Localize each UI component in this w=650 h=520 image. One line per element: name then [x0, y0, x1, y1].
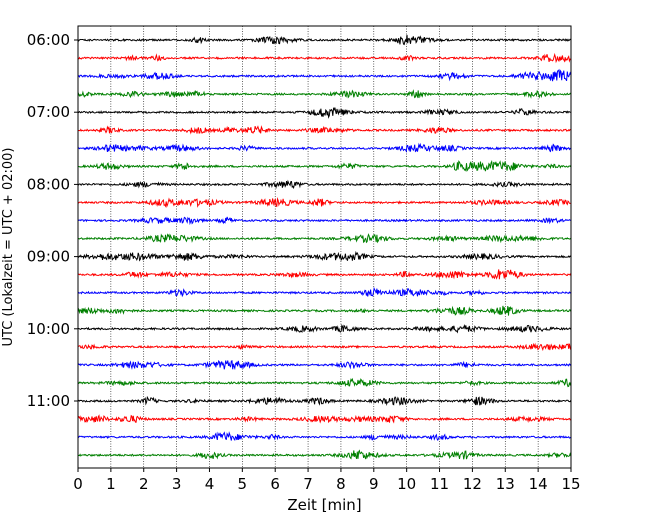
x-tick-label: 10	[397, 475, 416, 493]
x-tick-label: 6	[270, 475, 280, 493]
trace-11-15	[77, 414, 572, 424]
trace-08-15	[77, 197, 571, 208]
trace-06-15	[77, 52, 572, 64]
x-tick-label: 1	[106, 475, 116, 493]
x-tick-label: 3	[172, 475, 182, 493]
x-tick-label: 4	[205, 475, 215, 493]
y-tick-label: 07:00	[27, 103, 70, 121]
x-tick-label: 0	[73, 475, 83, 493]
trace-06-00	[77, 34, 572, 46]
trace-07-30	[77, 142, 572, 153]
x-tick-label: 15	[561, 475, 580, 493]
trace-08-00	[77, 179, 572, 190]
trace-08-45	[77, 233, 572, 244]
x-tick-label: 8	[336, 475, 346, 493]
trace-07-45	[77, 159, 572, 172]
y-tick-label: 06:00	[27, 31, 70, 49]
trace-11-00	[77, 395, 572, 407]
trace-10-15	[77, 342, 572, 352]
x-tick-label: 13	[496, 475, 515, 493]
trace-11-30	[77, 431, 572, 442]
y-tick-label: 11:00	[27, 392, 70, 410]
plot-frame	[77, 25, 572, 469]
trace-07-00	[77, 106, 571, 119]
x-tick-label: 2	[139, 475, 149, 493]
trace-11-45	[77, 449, 572, 460]
x-tick-label: 14	[529, 475, 548, 493]
x-axis-label: Zeit [min]	[287, 496, 361, 514]
y-tick-label: 08:00	[27, 175, 70, 193]
trace-09-30	[77, 286, 572, 298]
trace-09-00	[77, 250, 572, 262]
trace-08-30	[77, 216, 571, 226]
x-tick-label: 11	[430, 475, 449, 493]
trace-09-45	[77, 305, 572, 316]
x-tick-label: 7	[303, 475, 313, 493]
y-axis: 06:00 07:00 08:00 09:00 10:00 11:00	[27, 31, 78, 410]
trace-rows	[77, 34, 572, 460]
trace-06-45	[77, 89, 572, 99]
x-grid	[110, 26, 539, 468]
x-tick-label: 9	[369, 475, 379, 493]
trace-09-15	[77, 269, 572, 280]
y-tick-label: 10:00	[27, 320, 70, 338]
trace-10-45	[77, 377, 572, 388]
trace-10-30	[77, 359, 572, 371]
y-tick-label: 09:00	[27, 248, 70, 266]
x-axis: 0 1 2 3 4 5 6 7 8 9 10 11 12 13 14 15	[73, 468, 581, 493]
y-axis-label: UTC (Lokalzeit = UTC + 02:00)	[1, 148, 16, 347]
trace-07-15	[77, 125, 572, 135]
trace-06-30	[77, 68, 572, 82]
x-tick-label: 5	[238, 475, 248, 493]
trace-10-00	[77, 323, 572, 334]
x-tick-label: 12	[463, 475, 482, 493]
